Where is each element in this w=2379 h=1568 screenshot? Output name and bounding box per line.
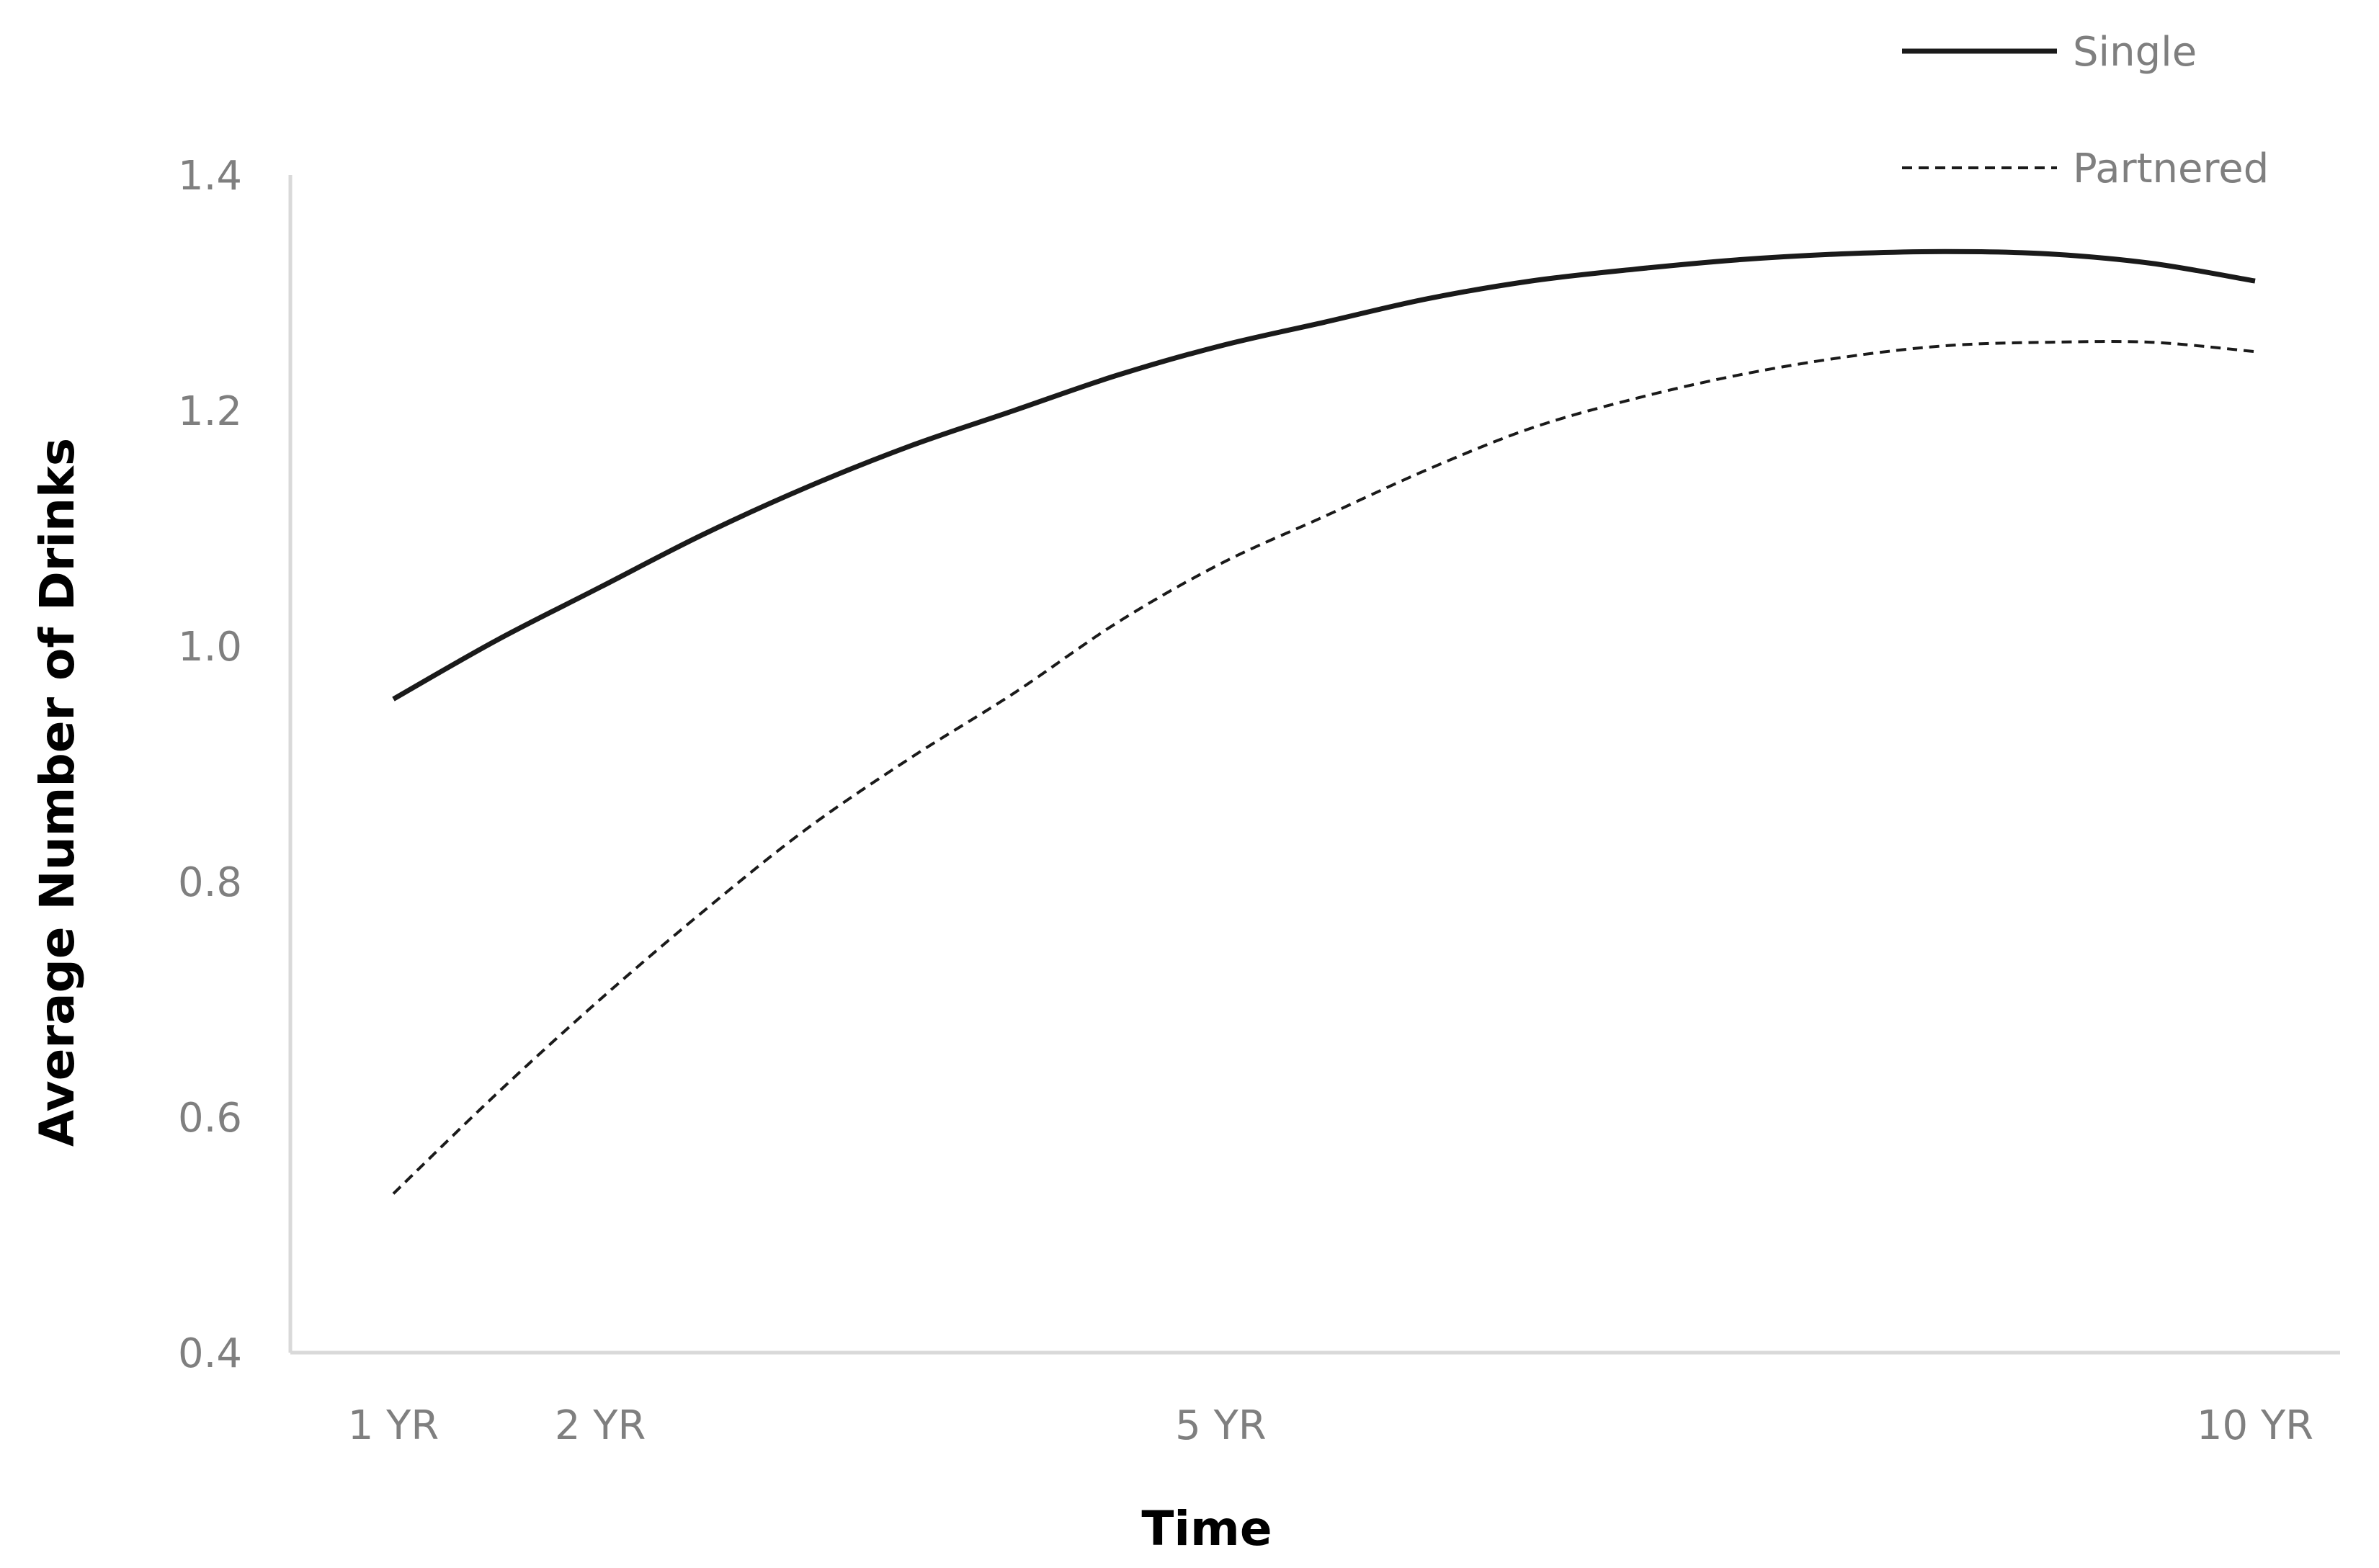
- y-axis-title: Average Number of Drinks: [30, 438, 85, 1147]
- x-tick-label: 10 YR: [2197, 1402, 2313, 1449]
- series-line-partnered: [392, 340, 2256, 1195]
- legend-label-single: Single: [2073, 29, 2197, 76]
- legend-label-partnered: Partnered: [2073, 145, 2269, 192]
- y-axis-tick-labels: 0.4 0.6 0.8 1.0 1.2 1.4: [178, 153, 242, 1377]
- y-tick-label: 1.0: [178, 624, 242, 671]
- series-line-single: [392, 248, 2256, 702]
- x-tick-label: 1 YR: [348, 1402, 439, 1449]
- series-lines: [392, 248, 2256, 1195]
- x-axis-tick-labels: 1 YR 2 YR 5 YR 10 YR: [348, 1402, 2313, 1449]
- x-tick-label: 2 YR: [555, 1402, 646, 1449]
- y-tick-label: 1.4: [178, 153, 242, 200]
- y-tick-label: 0.6: [178, 1095, 242, 1142]
- legend: Single Partnered: [1902, 29, 2269, 192]
- y-tick-label: 0.4: [178, 1330, 242, 1377]
- y-tick-label: 1.2: [178, 388, 242, 435]
- y-tick-label: 0.8: [178, 859, 242, 906]
- x-tick-label: 5 YR: [1175, 1402, 1267, 1449]
- x-axis-title: Time: [1141, 1501, 1272, 1556]
